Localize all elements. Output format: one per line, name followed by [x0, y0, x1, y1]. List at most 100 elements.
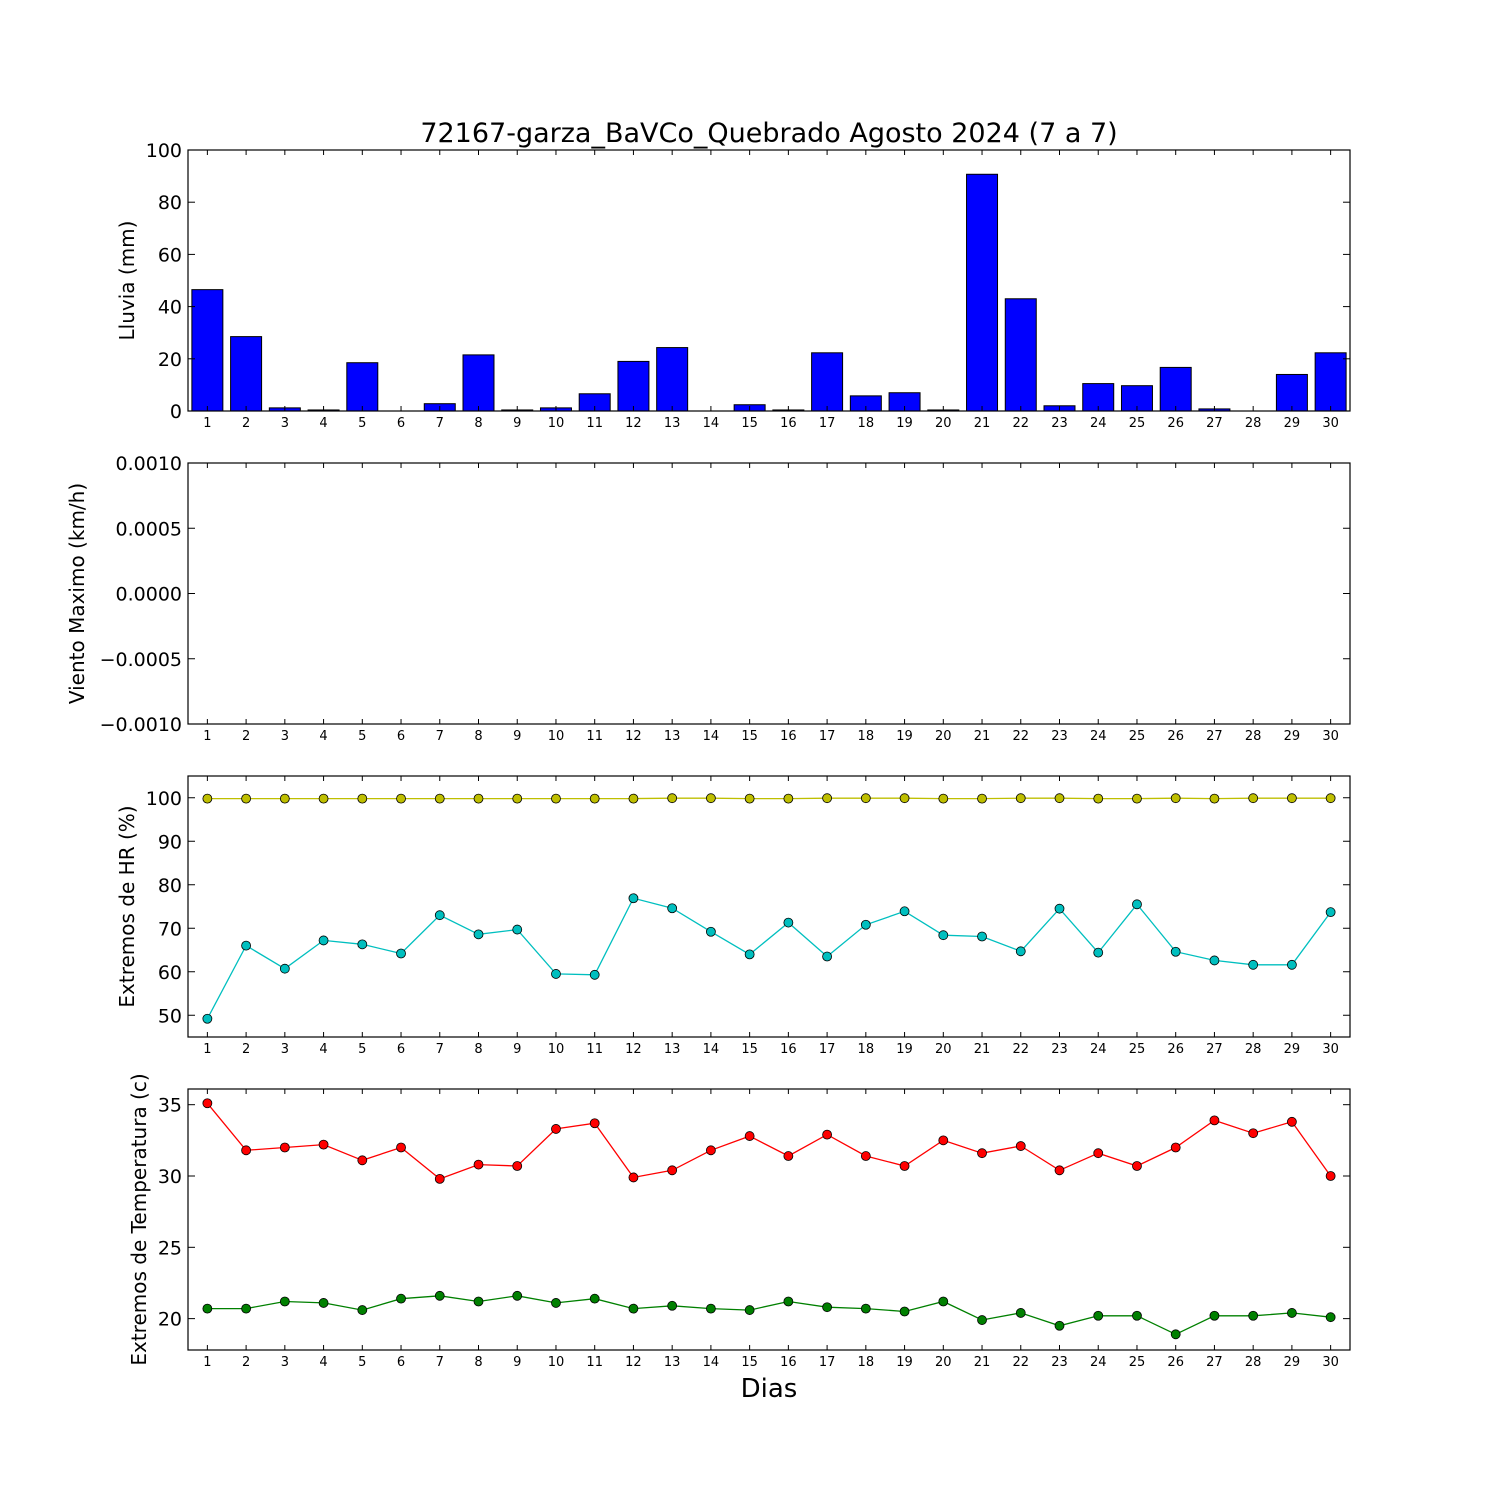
- temperature-series-0-point-19: [899, 1161, 910, 1171]
- wind-xtick-label: 7: [436, 729, 444, 744]
- humidity-series-0-point-17: [822, 793, 832, 804]
- humidity-series-0-point-18: [860, 793, 871, 804]
- rain-xtick-label: 15: [741, 416, 758, 431]
- wind-xtick-label: 29: [1284, 729, 1301, 744]
- rain-xtick-label: 7: [436, 416, 444, 431]
- temperature-axes-frame: [187, 1088, 1351, 1351]
- temperature-series-1-point-8: [473, 1296, 484, 1307]
- temperature-xtick-label: 13: [664, 1355, 681, 1370]
- rain-bar-5: [346, 362, 379, 412]
- humidity-series-0-point-10: [551, 793, 561, 804]
- humidity-series-1-point-21: [977, 931, 987, 942]
- humidity-series-0-point-21: [977, 793, 987, 804]
- humidity-xtick-label: 7: [436, 1042, 444, 1057]
- wind-xtick-label: 15: [741, 729, 758, 744]
- temperature-xtick-label: 15: [741, 1355, 758, 1370]
- rain-bar-1: [191, 289, 224, 412]
- rain-xtick-label: 8: [474, 416, 482, 431]
- temperature-xtick-label: 6: [397, 1355, 405, 1370]
- temperature-series-1-point-17: [822, 1302, 832, 1313]
- temperature-y-axis-label: Extremos de Temperatura (c): [127, 1073, 151, 1365]
- temperature-series-0-point-24: [1093, 1148, 1104, 1159]
- temperature-series-0-point-26: [1170, 1142, 1181, 1153]
- humidity-series-0-point-23: [1054, 793, 1065, 804]
- rain-xtick-label: 1: [203, 416, 211, 431]
- humidity-series-0-point-13: [667, 793, 678, 804]
- rain-xtick-label: 30: [1322, 416, 1339, 431]
- humidity-xtick-label: 16: [780, 1042, 797, 1057]
- temperature-series-1-point-27: [1209, 1310, 1220, 1321]
- humidity-xtick-label: 19: [896, 1042, 913, 1057]
- temperature-xtick-label: 3: [281, 1355, 289, 1370]
- humidity-y-axis-label: Extremos de HR (%): [115, 805, 139, 1007]
- temperature-xtick-label: 16: [780, 1355, 797, 1370]
- humidity-series-0-point-9: [512, 793, 523, 804]
- rain-bar-17: [811, 352, 844, 412]
- rain-xtick-label: 18: [858, 416, 875, 431]
- rain-xtick-label: 6: [397, 416, 405, 431]
- humidity-series-1-point-25: [1132, 899, 1142, 910]
- temperature-xtick-label: 14: [703, 1355, 720, 1370]
- humidity-series-1-point-19: [899, 906, 910, 917]
- temperature-xtick-label: 21: [974, 1355, 991, 1370]
- humidity-series-0-point-20: [938, 793, 949, 804]
- wind-xtick-label: 18: [858, 729, 875, 744]
- temperature-series-1-point-25: [1132, 1310, 1142, 1321]
- temperature-series-0-point-2: [241, 1145, 252, 1156]
- temperature-xtick-label: 12: [625, 1355, 642, 1370]
- humidity-series-0-point-25: [1132, 793, 1142, 804]
- temperature-xtick-label: 1: [203, 1355, 211, 1370]
- humidity-xtick-label: 18: [858, 1042, 875, 1057]
- rain-xtick-label: 4: [319, 416, 327, 431]
- humidity-series-1-point-5: [357, 939, 368, 950]
- rain-bar-30: [1314, 352, 1347, 412]
- wind-xtick-label: 21: [974, 729, 991, 744]
- humidity-series-1-point-16: [783, 917, 794, 928]
- temperature-series-0-point-29: [1287, 1116, 1297, 1127]
- humidity-series-0-point-27: [1209, 793, 1220, 804]
- humidity-series-0-point-11: [589, 793, 600, 804]
- humidity-series-0-point-15: [744, 793, 755, 804]
- humidity-series-0-point-3: [279, 793, 290, 804]
- x-axis-label: Dias: [741, 1374, 798, 1404]
- temperature-xtick-label: 30: [1322, 1355, 1339, 1370]
- humidity-series-1-point-20: [938, 930, 949, 941]
- temperature-xtick-label: 24: [1090, 1355, 1107, 1370]
- temperature-series-1-point-1: [202, 1303, 213, 1314]
- wind-xtick-label: 4: [319, 729, 327, 744]
- temperature-xtick-label: 8: [474, 1355, 482, 1370]
- temperature-series-0-point-27: [1209, 1115, 1220, 1126]
- temperature-series-0-point-7: [434, 1173, 445, 1184]
- wind-xtick-label: 24: [1090, 729, 1107, 744]
- temperature-xtick-label: 2: [242, 1355, 250, 1370]
- temperature-series-0-point-4: [318, 1139, 329, 1150]
- temperature-series-0-point-9: [512, 1161, 523, 1171]
- humidity-series-1-point-11: [589, 969, 600, 980]
- temperature-series-1-point-4: [318, 1298, 329, 1308]
- wind-xtick-label: 1: [203, 729, 211, 744]
- wind-xtick-label: 2: [242, 729, 250, 744]
- humidity-xtick-label: 1: [203, 1042, 211, 1057]
- temperature-series-0-point-6: [396, 1142, 406, 1153]
- temperature-xtick-label: 7: [436, 1355, 444, 1370]
- temperature-series-0-point-25: [1132, 1161, 1142, 1171]
- humidity-series-0-point-26: [1170, 793, 1181, 804]
- humidity-xtick-label: 10: [548, 1042, 565, 1057]
- temperature-xtick-label: 20: [935, 1355, 952, 1370]
- rain-xtick-label: 13: [664, 416, 681, 431]
- wind-xtick-label: 8: [474, 729, 482, 744]
- temperature-series-1-line: [207, 1295, 1331, 1336]
- temperature-series-1-point-28: [1248, 1310, 1259, 1321]
- humidity-series-1-point-1: [202, 1013, 213, 1024]
- rain-xtick-label: 21: [974, 416, 991, 431]
- humidity-series-1-point-24: [1093, 947, 1104, 958]
- temperature-ytick-label: 30: [158, 1166, 182, 1188]
- temperature-series-0-point-11: [589, 1118, 600, 1129]
- temperature-xtick-label: 28: [1245, 1355, 1262, 1370]
- humidity-xtick-label: 23: [1051, 1042, 1068, 1057]
- rain-xtick-label: 2: [242, 416, 250, 431]
- humidity-xtick-label: 11: [586, 1042, 603, 1057]
